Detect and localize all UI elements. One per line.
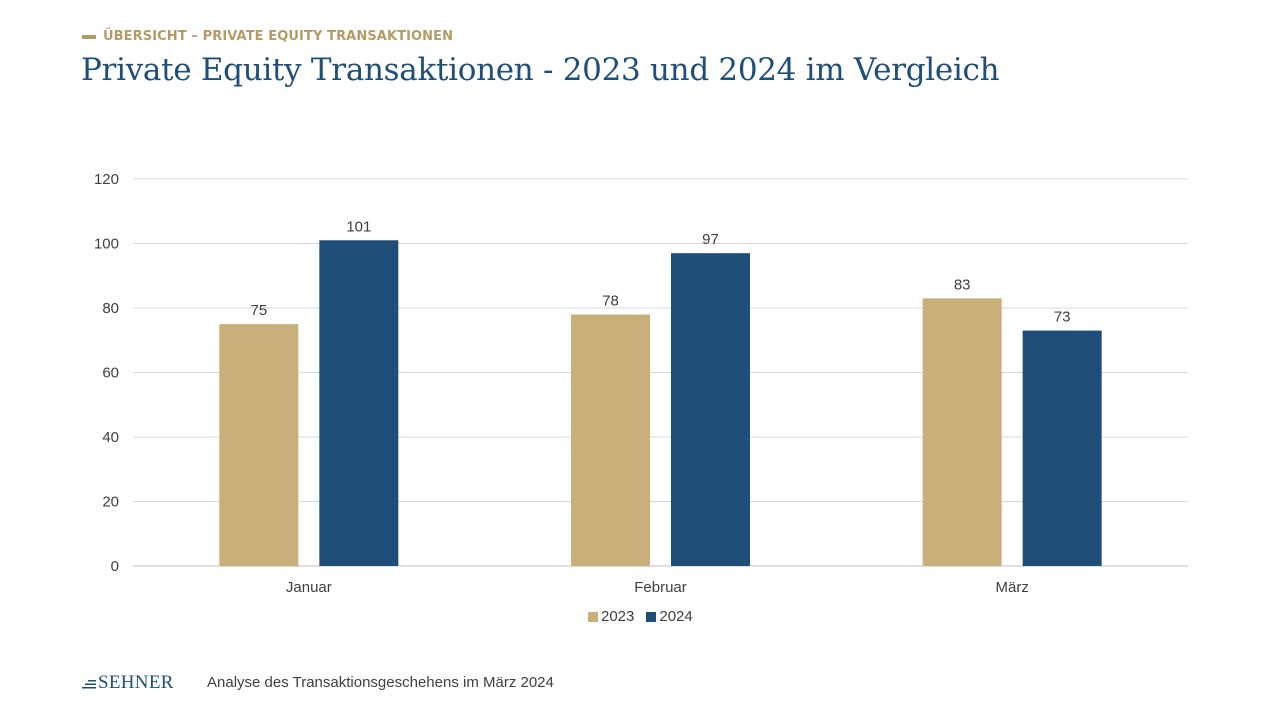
y-tick-label: 0 [111,558,119,575]
data-label: 97 [702,231,719,248]
x-tick-label: März [995,579,1028,596]
page-title: Private Equity Transaktionen - 2023 und … [81,52,1000,88]
y-tick-label: 60 [102,365,119,382]
y-tick-label: 100 [94,236,119,253]
kicker-text: ÜBERSICHT – PRIVATE EQUITY TRANSAKTIONEN [103,29,454,44]
bar-2024-märz [1022,330,1102,566]
logo-mark-icon [82,680,96,689]
y-tick-label: 40 [102,429,119,446]
y-tick-label: 80 [102,300,119,317]
bar-2023-märz [922,298,1002,566]
bar-2023-januar [219,324,299,566]
kicker-bar [82,34,96,39]
bar-2023-februar [571,314,650,566]
legend-item-2023: 2023 [588,608,634,625]
chart-legend: 2023 2024 [588,608,693,625]
logo-text: SEHNER [98,672,174,693]
data-label: 73 [1054,309,1071,326]
legend-label-2024: 2024 [659,608,693,625]
sehner-logo: SEHNER [82,672,174,694]
data-label: 101 [346,218,371,235]
bar-2024-januar [319,240,399,566]
footer-caption: Analyse des Transaktionsgeschehens im Mä… [207,674,554,691]
x-tick-label: Februar [634,579,687,596]
data-label: 78 [602,292,619,309]
bar-2024-februar [671,253,750,567]
data-label: 75 [250,302,267,319]
section-kicker: ÜBERSICHT – PRIVATE EQUITY TRANSAKTIONEN [82,29,453,44]
y-tick-label: 20 [102,494,119,511]
x-tick-label: Januar [286,579,332,596]
legend-swatch-2024 [646,611,657,622]
legend-label-2023: 2023 [601,608,635,625]
y-tick-label: 120 [94,171,119,188]
legend-item-2024: 2024 [646,608,693,625]
data-label: 83 [954,276,971,293]
legend-swatch-2023 [588,611,598,622]
